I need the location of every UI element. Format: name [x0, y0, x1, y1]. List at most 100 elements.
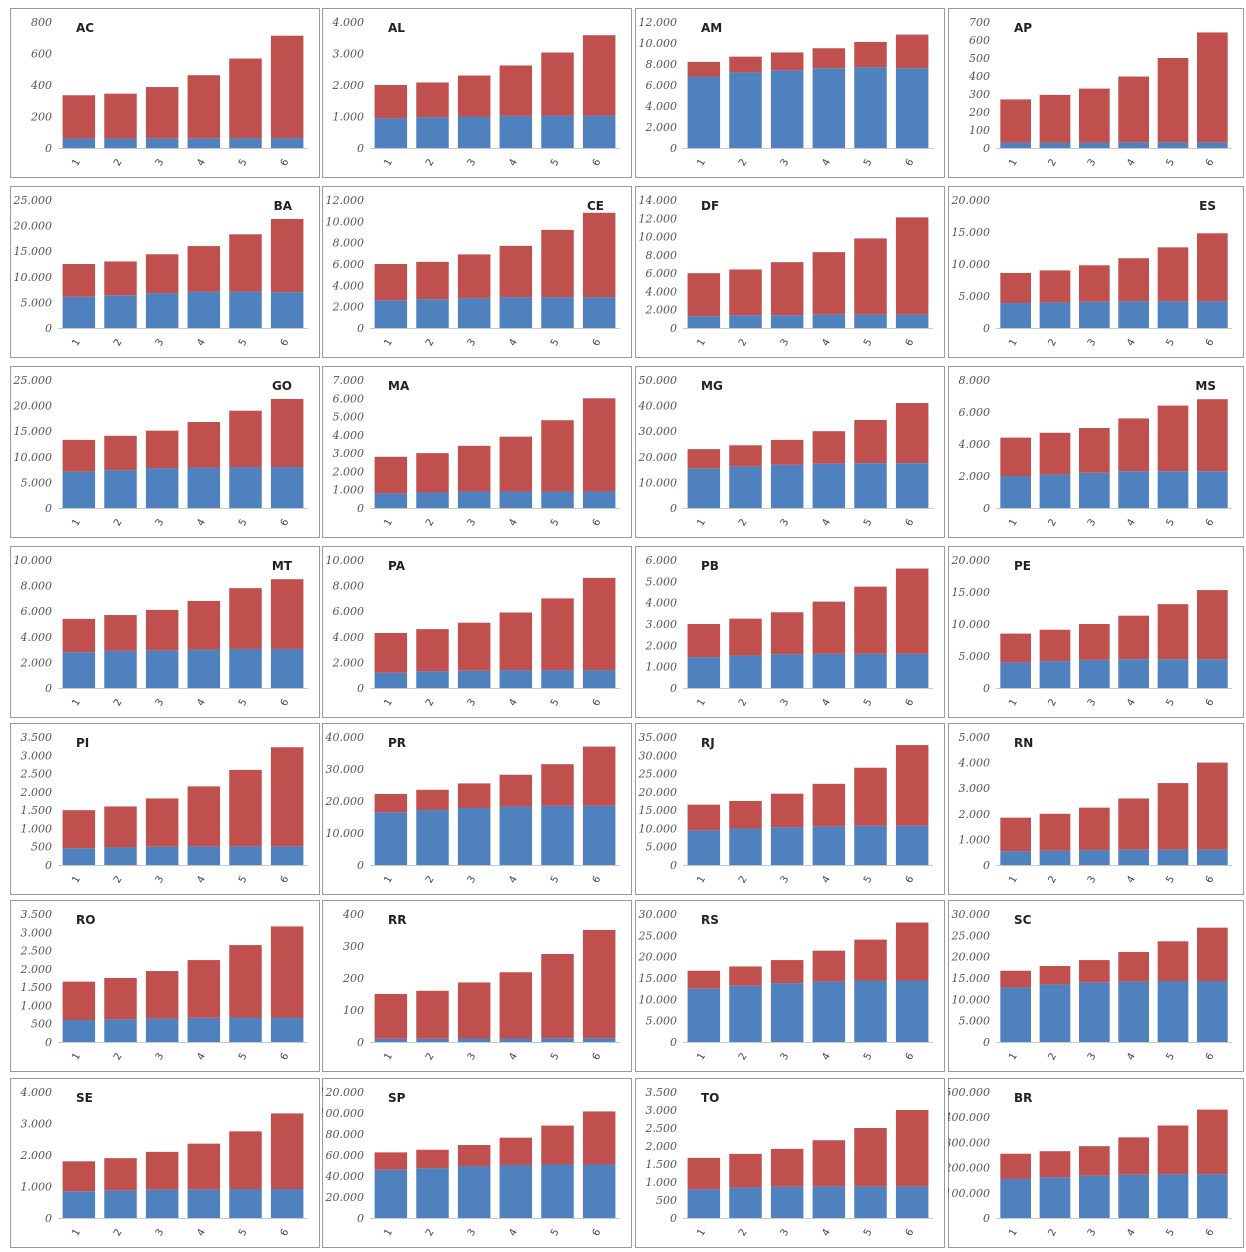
bar-top-4	[1118, 951, 1150, 982]
x-tick-label: 4	[507, 1051, 520, 1062]
y-tick-label: 0	[45, 142, 52, 155]
x-tick-label: 3	[466, 874, 479, 885]
bar-top-2	[104, 615, 137, 651]
bar-base-6	[895, 314, 929, 328]
chart-panel-mt: 0 2.000 4.000 6.000 8.000 10.000 1 2 3 4 5 6 MT	[10, 546, 320, 718]
x-tick-label: 1	[382, 697, 395, 708]
chart-panel-rj: 0 5.000 10.000 15.000 20.000 25.000 30.000 35.0…	[635, 723, 945, 895]
y-tick-label: 5.000	[959, 290, 991, 303]
bar-top-5	[1157, 58, 1189, 143]
y-tick-label: 200	[968, 106, 990, 119]
x-tick-label: 5	[237, 337, 250, 348]
bar-base-2	[416, 1038, 449, 1042]
bar-base-3	[1078, 850, 1110, 865]
x-tick-label: 6	[1204, 874, 1217, 885]
y-tick-label: 30.000	[639, 425, 678, 438]
y-tick-label: 10.000	[326, 215, 365, 228]
bar-top-6	[895, 403, 929, 464]
bar-top-4	[812, 48, 846, 69]
bar-base-4	[499, 1164, 533, 1218]
bar-top-5	[541, 420, 574, 492]
x-tick-label: 1	[70, 517, 83, 528]
bar-top-4	[499, 436, 533, 492]
x-tick-label: 1	[382, 337, 395, 348]
x-tick-label: 2	[1046, 337, 1059, 348]
x-tick-label: 2	[112, 697, 125, 708]
x-tick-label: 1	[382, 1227, 395, 1238]
bar-base-3	[1078, 982, 1110, 1042]
y-tick-label: 4.000	[645, 285, 678, 298]
bar-base-2	[416, 299, 449, 328]
bar-base-2	[1039, 302, 1071, 328]
y-tick-label: 600	[969, 34, 990, 47]
bar-top-4	[1118, 258, 1150, 302]
chart-panel-sc: 0 5.000 10.000 15.000 20.000 25.000 30.000 1 2 3 4…	[948, 900, 1244, 1072]
bar-base-2	[729, 655, 762, 688]
bar-top-2	[1039, 629, 1071, 662]
y-tick-label: 100	[343, 1004, 364, 1017]
bar-base-5	[854, 980, 887, 1042]
bar-base-1	[1000, 1178, 1032, 1218]
x-tick-label: 4	[195, 517, 208, 528]
y-tick-label: 40.000	[325, 731, 365, 744]
chart-title: RS	[701, 913, 719, 927]
x-tick-label: 2	[1046, 157, 1059, 168]
bar-top-1	[687, 970, 721, 989]
bar-top-1	[62, 264, 96, 297]
y-tick-label: 0	[670, 322, 677, 335]
x-tick-label: 5	[237, 1051, 250, 1062]
bar-top-5	[541, 764, 574, 806]
x-tick-label: 3	[1086, 874, 1099, 885]
y-tick-label: 2.000	[20, 963, 53, 976]
bar-top-2	[104, 1158, 137, 1191]
y-tick-label: 0	[357, 1036, 364, 1049]
bar-base-6	[1196, 471, 1228, 508]
x-tick-label: 2	[1046, 1051, 1059, 1062]
y-tick-label: 4.000	[332, 16, 365, 29]
x-tick-label: 1	[695, 337, 708, 348]
x-tick-label: 6	[1204, 697, 1217, 708]
bar-base-4	[1118, 142, 1150, 148]
y-tick-label: 6.000	[646, 79, 678, 92]
bar-base-4	[1118, 301, 1150, 328]
x-tick-label: 2	[1046, 697, 1059, 708]
bar-base-2	[729, 985, 762, 1042]
y-tick-label: 2.000	[20, 656, 53, 669]
chart-title: ES	[1199, 199, 1216, 213]
x-tick-label: 3	[779, 697, 792, 708]
bar-top-5	[854, 41, 887, 68]
bar-base-6	[1196, 659, 1228, 688]
x-tick-label: 4	[1125, 874, 1138, 885]
bar-top-4	[499, 65, 533, 116]
y-tick-label: 10.000	[639, 231, 678, 244]
bar-base-5	[229, 846, 262, 865]
y-tick-label: 10.000	[639, 476, 678, 489]
bar-base-3	[457, 670, 491, 688]
bar-top-2	[729, 56, 762, 73]
bar-base-4	[499, 670, 533, 688]
y-tick-label: 8.000	[333, 580, 365, 593]
x-tick-label: 1	[1007, 874, 1020, 885]
bar-top-4	[499, 774, 533, 807]
y-tick-label: 8.000	[333, 237, 365, 250]
bar-top-4	[187, 1143, 221, 1190]
bar-base-3	[457, 1166, 491, 1218]
y-tick-label: 10.000	[14, 271, 53, 284]
y-tick-label: 1.500	[21, 981, 53, 994]
x-tick-label: 4	[820, 874, 833, 885]
chart-panel-rn: 0 1.000 2.000 3.000 4.000 5.000 1 2 3 4 5 6 RN	[948, 723, 1244, 895]
x-tick-label: 4	[195, 1227, 208, 1238]
bar-top-1	[374, 264, 408, 301]
y-tick-label: 0	[983, 502, 990, 515]
bar-top-3	[145, 430, 179, 469]
bar-base-4	[812, 653, 846, 688]
bar-base-3	[457, 1038, 491, 1042]
bar-top-3	[457, 75, 491, 117]
x-tick-label: 2	[112, 1227, 125, 1238]
y-tick-label: 20.000	[638, 786, 678, 799]
bar-top-5	[854, 419, 887, 464]
y-tick-label: 0	[670, 682, 677, 695]
x-tick-label: 1	[1007, 337, 1020, 348]
bar-base-4	[499, 1038, 533, 1042]
x-tick-label: 1	[382, 157, 395, 168]
